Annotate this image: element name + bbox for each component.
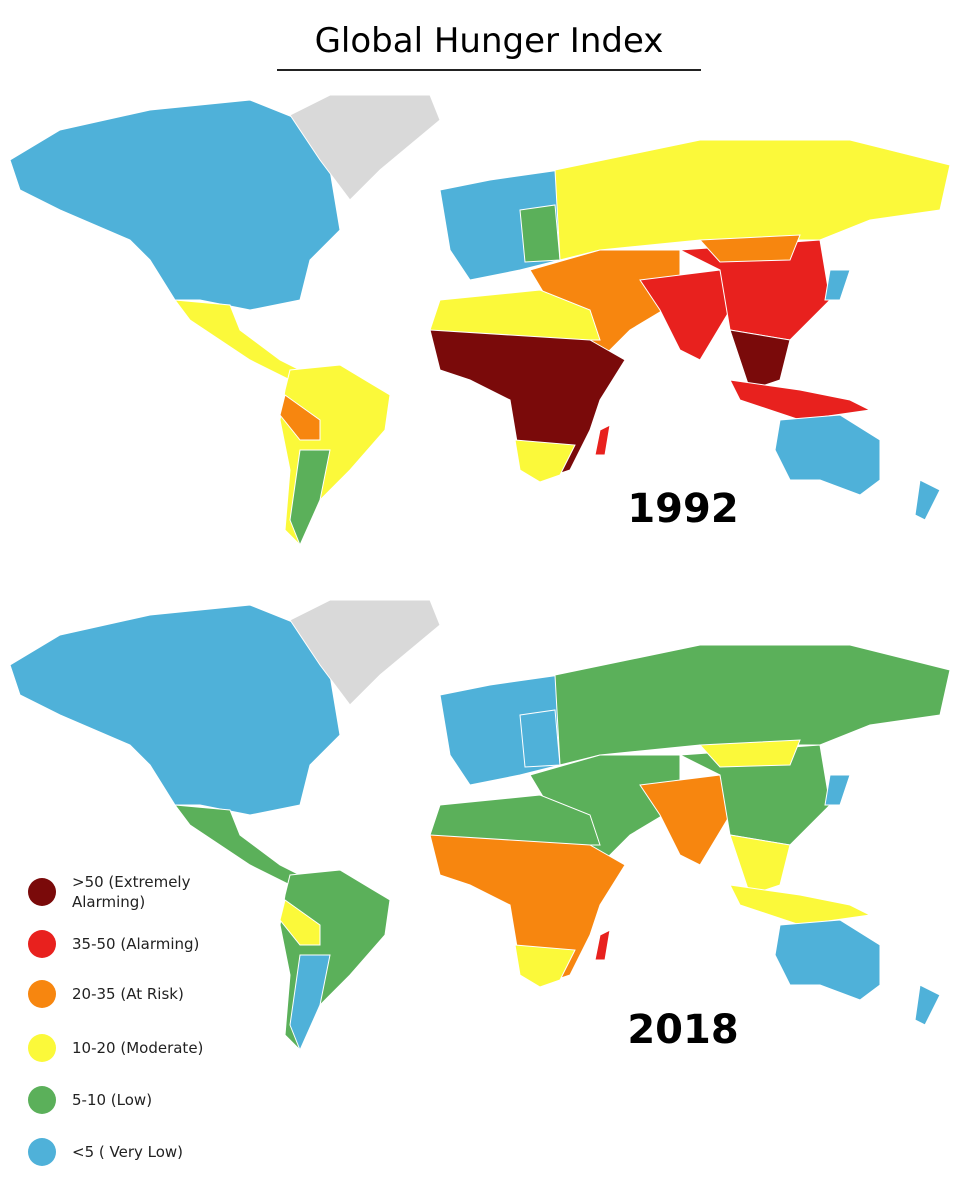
- legend-swatch: [28, 1086, 56, 1114]
- legend-item: <5 ( Very Low): [28, 1138, 268, 1166]
- region: [173, 299, 301, 381]
- legend-label: 10-20 (Moderate): [72, 1039, 204, 1057]
- legend-swatch: [28, 1034, 56, 1062]
- title: Global Hunger Index: [315, 21, 664, 61]
- region: [729, 884, 872, 926]
- map-year: 2018: [627, 1007, 738, 1053]
- region: [698, 234, 801, 263]
- legend-item: 10-20 (Moderate): [28, 1034, 268, 1062]
- map-year: 1992: [627, 486, 738, 532]
- region: [514, 944, 576, 988]
- region: [914, 479, 941, 521]
- region: [594, 424, 611, 456]
- region: [289, 954, 331, 1052]
- legend-item: 20-35 (At Risk): [28, 980, 268, 1008]
- legend-item: 5-10 (Low): [28, 1086, 268, 1114]
- region: [289, 449, 331, 547]
- region: [514, 439, 576, 483]
- region: [698, 739, 801, 768]
- region: [594, 929, 611, 961]
- region: [519, 204, 561, 263]
- region: [9, 99, 341, 311]
- region: [729, 379, 872, 421]
- legend-swatch: [28, 930, 56, 958]
- legend-swatch: [28, 980, 56, 1008]
- region: [519, 709, 561, 768]
- region: [9, 604, 341, 816]
- world-map: [9, 94, 951, 547]
- legend-label: <5 ( Very Low): [72, 1143, 184, 1161]
- world-map: [9, 599, 951, 1052]
- legend-swatch: [28, 1138, 56, 1166]
- region: [289, 599, 441, 706]
- region: [824, 269, 851, 301]
- region: [279, 899, 321, 946]
- legend-item: >50 (Extremely Alarming): [28, 872, 268, 912]
- legend-label: 5-10 (Low): [72, 1091, 153, 1109]
- region: [289, 94, 441, 201]
- legend-item: 35-50 (Alarming): [28, 930, 268, 958]
- legend-swatch: [28, 878, 56, 906]
- region: [774, 919, 881, 1001]
- legend-label: 35-50 (Alarming): [72, 935, 200, 953]
- region: [774, 414, 881, 496]
- region: [824, 774, 851, 806]
- legend-label: >50 (Extremely Alarming): [72, 873, 191, 911]
- region: [279, 394, 321, 441]
- legend-label: 20-35 (At Risk): [72, 985, 184, 1003]
- region: [914, 984, 941, 1026]
